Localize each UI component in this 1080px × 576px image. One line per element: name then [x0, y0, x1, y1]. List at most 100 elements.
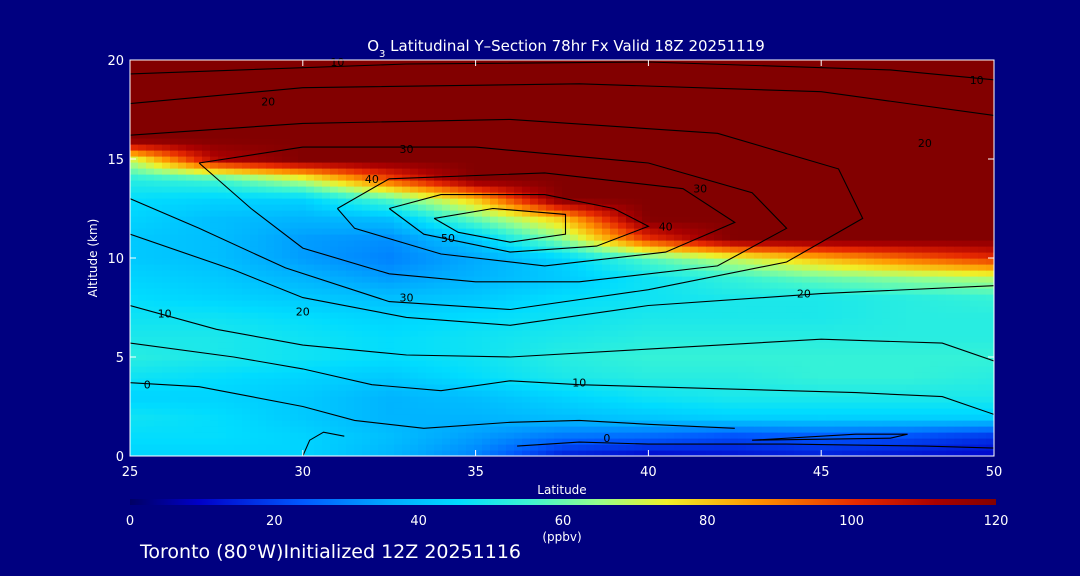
heatmap-cell — [586, 390, 595, 397]
heatmap-cell — [226, 444, 235, 451]
heatmap-cell — [650, 180, 659, 187]
heatmap-cell — [162, 384, 171, 391]
heatmap-cell — [210, 246, 219, 253]
heatmap-cell — [706, 198, 715, 205]
heatmap-cell — [466, 372, 475, 379]
heatmap-cell — [698, 192, 707, 199]
heatmap-cell — [434, 264, 443, 271]
heatmap-cell — [978, 228, 987, 235]
heatmap-cell — [418, 204, 427, 211]
heatmap-cell — [762, 216, 771, 223]
heatmap-cell — [826, 294, 835, 301]
heatmap-cell — [866, 252, 875, 259]
heatmap-cell — [650, 348, 659, 355]
heatmap-cell — [466, 204, 475, 211]
heatmap-cell — [130, 300, 139, 307]
heatmap-cell — [226, 192, 235, 199]
heatmap-cell — [866, 258, 875, 265]
heatmap-cell — [978, 210, 987, 217]
heatmap-cell — [674, 438, 683, 445]
heatmap-cell — [586, 300, 595, 307]
heatmap-cell — [514, 390, 523, 397]
heatmap-cell — [218, 276, 227, 283]
heatmap-cell — [946, 348, 955, 355]
heatmap-cell — [642, 354, 651, 361]
heatmap-cell — [194, 216, 203, 223]
heatmap-cell — [186, 420, 195, 427]
heatmap-cell — [306, 258, 315, 265]
heatmap-cell — [554, 282, 563, 289]
heatmap-cell — [338, 408, 347, 415]
heatmap-cell — [690, 216, 699, 223]
heatmap-cell — [290, 288, 299, 295]
heatmap-cell — [882, 240, 891, 247]
heatmap-cell — [538, 246, 547, 253]
heatmap-cell — [306, 204, 315, 211]
heatmap-cell — [682, 354, 691, 361]
heatmap-cell — [554, 438, 563, 445]
heatmap-cell — [202, 258, 211, 265]
heatmap-cell — [130, 204, 139, 211]
heatmap-cell — [762, 330, 771, 337]
heatmap-cell — [154, 306, 163, 313]
heatmap-cell — [338, 438, 347, 445]
heatmap-cell — [522, 258, 531, 265]
heatmap-cell — [722, 234, 731, 241]
heatmap-cell — [642, 342, 651, 349]
heatmap-cell — [306, 306, 315, 313]
heatmap-cell — [586, 318, 595, 325]
heatmap-cell — [610, 264, 619, 271]
heatmap-cell — [314, 306, 323, 313]
heatmap-cell — [322, 228, 331, 235]
heatmap-cell — [514, 198, 523, 205]
heatmap-cell — [538, 426, 547, 433]
heatmap-cell — [770, 264, 779, 271]
heatmap-cell — [730, 384, 739, 391]
heatmap-cell — [578, 264, 587, 271]
heatmap-cell — [178, 384, 187, 391]
heatmap-cell — [786, 420, 795, 427]
heatmap-cell — [258, 330, 267, 337]
heatmap-cell — [298, 234, 307, 241]
heatmap-cell — [450, 210, 459, 217]
heatmap-cell — [842, 276, 851, 283]
heatmap-cell — [970, 270, 979, 277]
heatmap-cell — [778, 372, 787, 379]
heatmap-cell — [946, 210, 955, 217]
heatmap-cell — [490, 240, 499, 247]
heatmap-cell — [410, 312, 419, 319]
heatmap-cell — [530, 210, 539, 217]
heatmap-cell — [682, 396, 691, 403]
heatmap-cell — [938, 234, 947, 241]
heatmap-cell — [530, 426, 539, 433]
heatmap-cell — [738, 360, 747, 367]
heatmap-cell — [370, 216, 379, 223]
heatmap-cell — [362, 192, 371, 199]
heatmap-cell — [226, 186, 235, 193]
heatmap-cell — [514, 438, 523, 445]
heatmap-cell — [890, 312, 899, 319]
heatmap-cell — [978, 396, 987, 403]
heatmap-cell — [298, 438, 307, 445]
heatmap-cell — [458, 348, 467, 355]
heatmap-cell — [970, 354, 979, 361]
heatmap-cell — [378, 252, 387, 259]
heatmap-cell — [642, 186, 651, 193]
heatmap-cell — [130, 432, 139, 439]
heatmap-cell — [810, 180, 819, 187]
heatmap-cell — [298, 216, 307, 223]
heatmap-cell — [714, 228, 723, 235]
heatmap-cell — [954, 300, 963, 307]
heatmap-cell — [146, 276, 155, 283]
heatmap-cell — [698, 330, 707, 337]
heatmap-cell — [962, 246, 971, 253]
heatmap-cell — [250, 402, 259, 409]
heatmap-cell — [546, 186, 555, 193]
heatmap-cell — [562, 408, 571, 415]
heatmap-cell — [866, 318, 875, 325]
heatmap-cell — [682, 402, 691, 409]
heatmap-cell — [186, 318, 195, 325]
heatmap-cell — [298, 282, 307, 289]
heatmap-cell — [514, 324, 523, 331]
heatmap-cell — [354, 396, 363, 403]
